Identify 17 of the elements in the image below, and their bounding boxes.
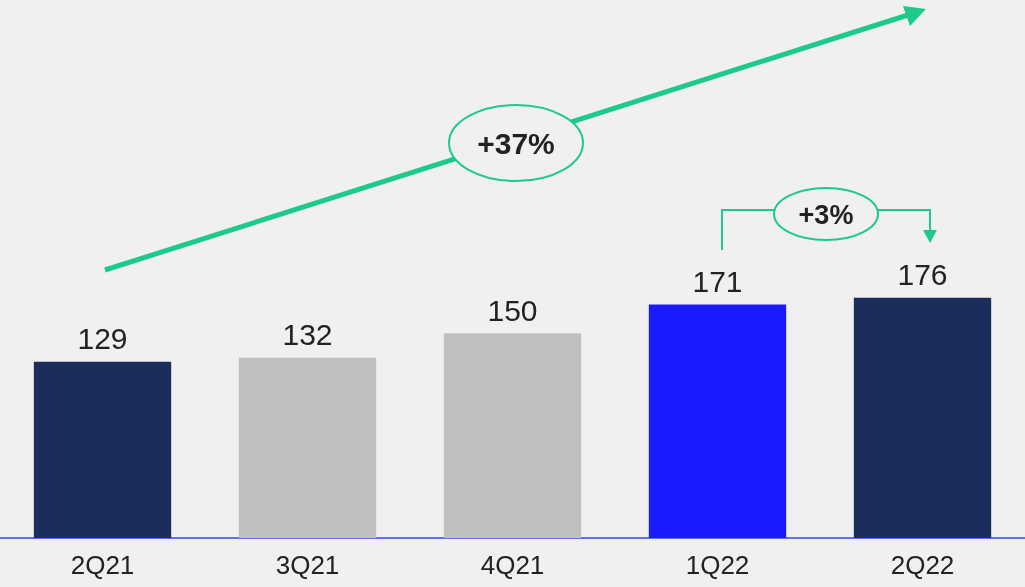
bar (443, 333, 582, 538)
x-tick-label: 1Q22 (685, 550, 750, 580)
x-tick-label: 2Q22 (890, 550, 955, 580)
x-tick-label: 2Q21 (70, 550, 135, 580)
annotation: +3% (798, 200, 854, 230)
data-label: 150 (487, 293, 538, 327)
data-label: 129 (77, 322, 128, 356)
bar (238, 357, 377, 538)
annotation: +37% (477, 127, 555, 160)
bar (853, 297, 992, 538)
data-label: 176 (897, 258, 948, 292)
data-label: 132 (282, 318, 333, 352)
data-label: 171 (692, 265, 743, 298)
bar (648, 304, 787, 538)
bar (33, 361, 172, 538)
x-tick-label: 3Q21 (275, 550, 340, 580)
x-tick-label: 4Q21 (480, 550, 545, 580)
